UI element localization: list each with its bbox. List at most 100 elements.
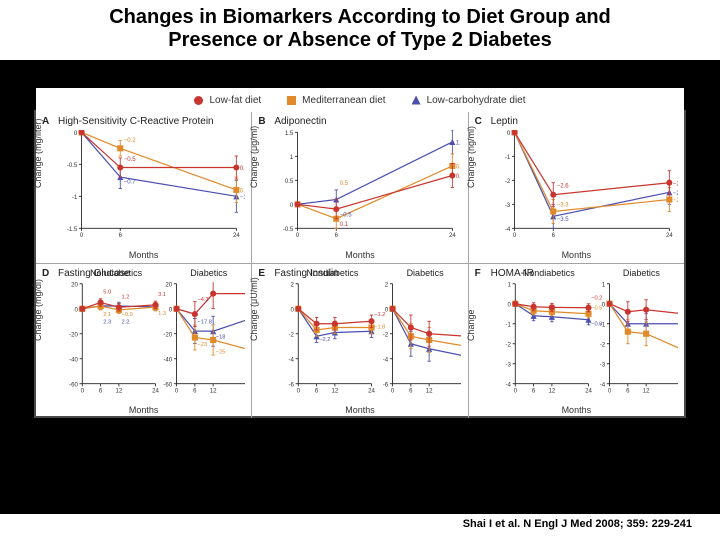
- svg-text:−0.5: −0.5: [340, 212, 353, 218]
- panel-title: Adiponectin: [274, 116, 326, 127]
- svg-text:1: 1: [601, 282, 605, 288]
- svg-text:2.1: 2.1: [103, 312, 111, 318]
- svg-text:-60: -60: [163, 381, 172, 388]
- citation-bg: Shai I et al. N Engl J Med 2008; 359: 22…: [0, 514, 720, 540]
- svg-text:0: 0: [296, 233, 300, 239]
- chart-svg: -0.500.511.506241.30.80.60.5−0.50.1: [282, 130, 461, 241]
- panel-e: EFasting InsulinChange (μU/ml)MonthsNond…: [252, 264, 468, 418]
- svg-text:24: 24: [449, 233, 456, 239]
- svg-text:-4: -4: [383, 356, 389, 363]
- svg-text:-2: -2: [599, 341, 605, 348]
- svg-text:−4.3: −4.3: [197, 297, 208, 303]
- svg-text:1: 1: [290, 155, 294, 161]
- triangle-icon: [412, 96, 421, 105]
- svg-text:-4: -4: [505, 381, 511, 388]
- svg-text:-6: -6: [289, 381, 295, 388]
- panel-letter: A: [42, 116, 49, 127]
- svg-text:-1: -1: [599, 321, 605, 328]
- y-axis-label: Change (ng/ml): [466, 125, 476, 187]
- svg-text:-20: -20: [163, 331, 172, 338]
- svg-text:−0.5: −0.5: [124, 157, 137, 163]
- svg-text:0: 0: [290, 203, 294, 209]
- svg-text:0: 0: [80, 233, 84, 239]
- svg-text:-20: -20: [69, 331, 78, 338]
- subpanel-titles: NondiabeticsDiabetics: [499, 268, 684, 278]
- svg-text:0: 0: [297, 387, 301, 394]
- svg-text:20: 20: [165, 282, 172, 288]
- svg-text:−2.5: −2.5: [672, 191, 677, 197]
- svg-text:-2: -2: [289, 331, 295, 338]
- y-axis-label: Change (mg/dl): [33, 279, 43, 341]
- svg-text:-4: -4: [289, 356, 295, 363]
- svg-text:-3: -3: [505, 361, 511, 368]
- svg-text:-2: -2: [505, 179, 511, 185]
- svg-text:1.3: 1.3: [158, 311, 166, 317]
- svg-text:6: 6: [409, 387, 413, 394]
- svg-text:0.5: 0.5: [340, 181, 349, 187]
- svg-text:−0.5: −0.5: [591, 306, 602, 312]
- panel-letter: D: [42, 268, 49, 279]
- panel-title: High-Sensitivity C-Reactive Protein: [58, 116, 214, 127]
- chart-svg: -60-40-200200612245.01.23.12.1−0.91.32.3…: [66, 282, 245, 396]
- y-axis-label: Change (μU/ml): [249, 277, 259, 341]
- legend: Low-fat diet Mediterranean diet Low-carb…: [36, 88, 684, 112]
- x-axis-label: Months: [469, 405, 684, 415]
- x-axis-label: Months: [469, 250, 684, 260]
- svg-text:-0.5: -0.5: [283, 227, 294, 233]
- svg-text:2.2: 2.2: [122, 320, 130, 326]
- chart-svg: -1.5-1-0.500624−1.00.90.5−0.2−0.5−0.7: [66, 130, 245, 241]
- svg-text:0: 0: [169, 306, 173, 313]
- panel-f: FHOMA-IRChangeMonthsNondiabeticsDiabetic…: [469, 264, 684, 418]
- x-axis-label: Months: [252, 250, 467, 260]
- svg-text:20: 20: [71, 282, 78, 288]
- svg-text:2.3: 2.3: [103, 320, 111, 326]
- svg-text:12: 12: [548, 387, 555, 394]
- svg-text:−1.8: −1.8: [374, 325, 385, 331]
- svg-text:−0.7: −0.7: [124, 180, 137, 186]
- svg-text:-2: -2: [505, 341, 511, 348]
- svg-text:6: 6: [193, 387, 197, 394]
- svg-text:-3: -3: [599, 361, 605, 368]
- svg-text:−0.2: −0.2: [591, 296, 602, 302]
- svg-text:-0.5: -0.5: [67, 163, 78, 169]
- svg-text:12: 12: [642, 387, 649, 394]
- citation: Shai I et al. N Engl J Med 2008; 359: 22…: [463, 518, 692, 530]
- svg-text:-40: -40: [163, 356, 172, 363]
- panel-title: Leptin: [491, 116, 518, 127]
- svg-text:0: 0: [601, 301, 605, 308]
- svg-text:-40: -40: [69, 356, 78, 363]
- svg-text:24: 24: [368, 387, 375, 394]
- svg-text:24: 24: [152, 387, 159, 394]
- svg-text:−23: −23: [197, 342, 207, 348]
- svg-text:-1: -1: [72, 195, 78, 201]
- legend-lowfat: Low-fat diet: [194, 95, 261, 106]
- svg-text:0: 0: [513, 387, 517, 394]
- svg-text:-1: -1: [505, 155, 511, 161]
- svg-text:5.0: 5.0: [103, 290, 111, 296]
- svg-text:2: 2: [291, 282, 295, 288]
- svg-text:12: 12: [115, 387, 122, 394]
- chart-svg: -6-4-202061224−1.2−1.8−2.2-6-4-202061224: [282, 282, 461, 396]
- title-line2: Presence or Absence of Type 2 Diabetes: [0, 29, 720, 52]
- svg-text:-60: -60: [69, 381, 78, 388]
- square-icon: [287, 96, 296, 105]
- svg-text:−2.1: −2.1: [672, 181, 677, 187]
- svg-text:6: 6: [315, 387, 319, 394]
- figure-grid: Low-fat diet Mediterranean diet Low-carb…: [34, 110, 686, 418]
- y-axis-label: Change (mg/liter): [33, 118, 43, 188]
- svg-text:6: 6: [119, 233, 123, 239]
- svg-text:0: 0: [385, 306, 389, 313]
- svg-text:6: 6: [532, 387, 536, 394]
- svg-text:−1.0: −1.0: [240, 195, 245, 201]
- circle-icon: [194, 96, 203, 105]
- panel-c: CLeptinChange (ng/ml)Months-4-3-2-100624…: [469, 112, 684, 263]
- svg-text:6: 6: [99, 387, 103, 394]
- svg-text:0.6: 0.6: [456, 174, 461, 180]
- svg-text:1: 1: [507, 282, 511, 288]
- title-line1: Changes in Biomarkers According to Diet …: [0, 6, 720, 29]
- svg-text:0: 0: [391, 387, 395, 394]
- svg-text:2: 2: [385, 282, 389, 288]
- panel-b: BAdiponectinChange (μg/ml)Months-0.500.5…: [252, 112, 468, 263]
- svg-text:1.3: 1.3: [456, 141, 461, 147]
- svg-text:0: 0: [513, 233, 517, 239]
